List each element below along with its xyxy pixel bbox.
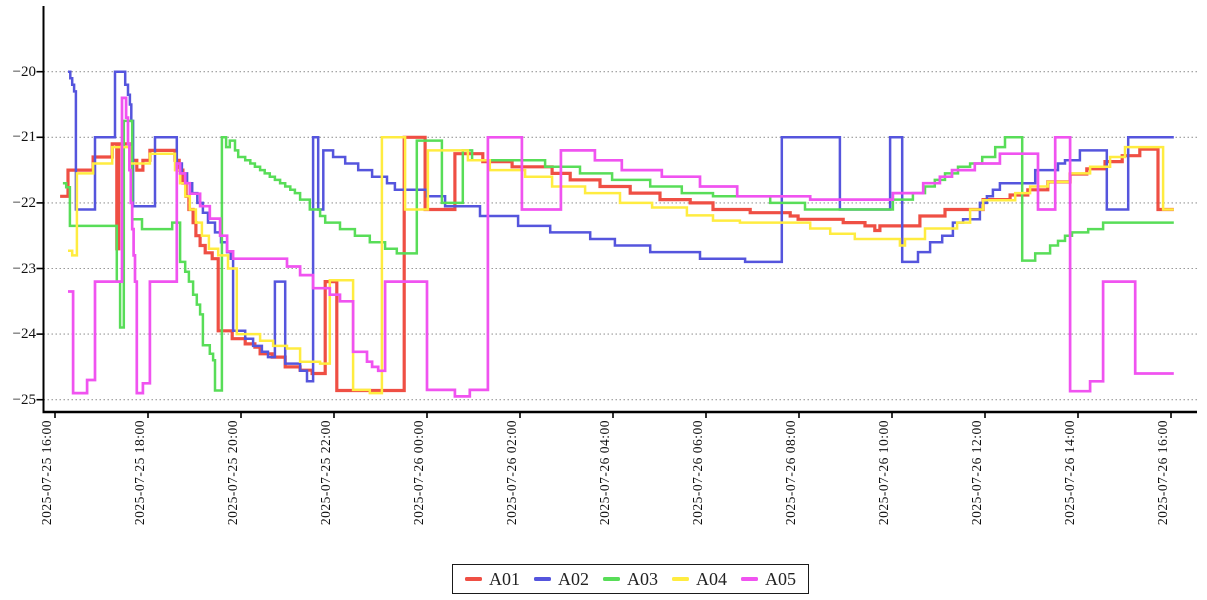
x-tick-label: 2025-07-26 08:00: [783, 420, 798, 526]
y-tick-label: −25: [12, 391, 36, 408]
legend-swatch-a01: [465, 577, 482, 581]
x-tick-label: 2025-07-25 20:00: [225, 420, 240, 526]
series-line-a02: [68, 70, 1174, 383]
y-tick-label: −21: [12, 129, 36, 146]
x-tick-label: 2025-07-25 18:00: [132, 420, 147, 526]
legend-item-a01[interactable]: A01: [465, 566, 520, 592]
x-tick-label: 2025-07-26 14:00: [1062, 420, 1077, 526]
x-tick-label: 2025-07-26 16:00: [1155, 420, 1170, 526]
x-tick-label: 2025-07-26 02:00: [504, 420, 519, 526]
series-line-a05: [68, 96, 1174, 398]
legend-swatch-a05: [741, 577, 758, 581]
legend-item-a03[interactable]: A03: [603, 566, 658, 592]
legend-item-a02[interactable]: A02: [534, 566, 589, 592]
legend-label: A02: [558, 569, 589, 589]
legend-swatch-a04: [672, 577, 689, 581]
legend-swatch-a03: [603, 577, 620, 581]
y-tick-label: −24: [12, 326, 36, 343]
y-tick-label: −23: [12, 260, 36, 277]
legend-item-a04[interactable]: A04: [672, 566, 727, 592]
x-tick-label: 2025-07-26 04:00: [597, 420, 612, 526]
legend-swatch-a02: [534, 577, 551, 581]
legend-label: A04: [696, 569, 727, 589]
y-tick-label: −20: [12, 63, 36, 80]
x-tick-label: 2025-07-26 06:00: [690, 420, 705, 526]
x-tick-label: 2025-07-26 00:00: [411, 420, 426, 526]
legend-label: A05: [765, 569, 796, 589]
x-tick-label: 2025-07-26 12:00: [969, 420, 984, 526]
series-line-a04: [68, 136, 1174, 395]
legend-item-a05[interactable]: A05: [741, 566, 796, 592]
x-tick-label: 2025-07-25 22:00: [318, 420, 333, 526]
y-tick-label: −22: [12, 194, 36, 211]
legend-label: A01: [489, 569, 520, 589]
chart-legend: A01 A02 A03 A04 A05: [452, 564, 809, 594]
series-line-a03: [62, 119, 1174, 392]
legend-label: A03: [627, 569, 658, 589]
x-tick-label: 2025-07-26 10:00: [876, 420, 891, 526]
x-tick-label: 2025-07-25 16:00: [39, 420, 54, 526]
